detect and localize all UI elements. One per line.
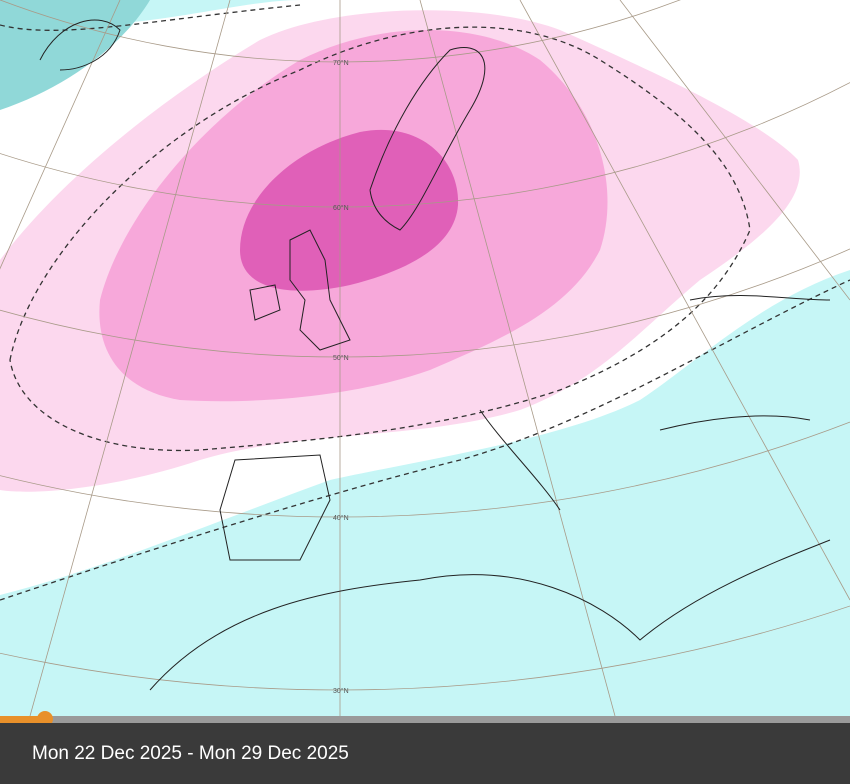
lat-label-30: 30°N bbox=[333, 687, 349, 695]
date-range-label: Mon 22 Dec 2025 - Mon 29 Dec 2025 bbox=[32, 743, 349, 764]
anomaly-map: 70°N 60°N 50°N 40°N 30°N bbox=[0, 0, 850, 716]
timeline-slider[interactable] bbox=[0, 711, 850, 727]
graticule bbox=[0, 0, 850, 716]
lat-label-50: 50°N bbox=[333, 354, 349, 362]
contour-lines bbox=[0, 4, 850, 601]
timeline-footer: Mon 22 Dec 2025 - Mon 29 Dec 2025 bbox=[0, 723, 850, 784]
lat-label-70: 70°N bbox=[333, 59, 349, 67]
negative-region bbox=[0, 0, 150, 110]
coastlines bbox=[39, 19, 831, 691]
latitude-labels: 70°N 60°N 50°N 40°N 30°N bbox=[333, 59, 349, 695]
timeline-slider-fill bbox=[0, 716, 46, 723]
strong-positive-region bbox=[240, 129, 459, 291]
lat-label-40: 40°N bbox=[333, 514, 349, 522]
lat-label-60: 60°N bbox=[333, 204, 349, 212]
